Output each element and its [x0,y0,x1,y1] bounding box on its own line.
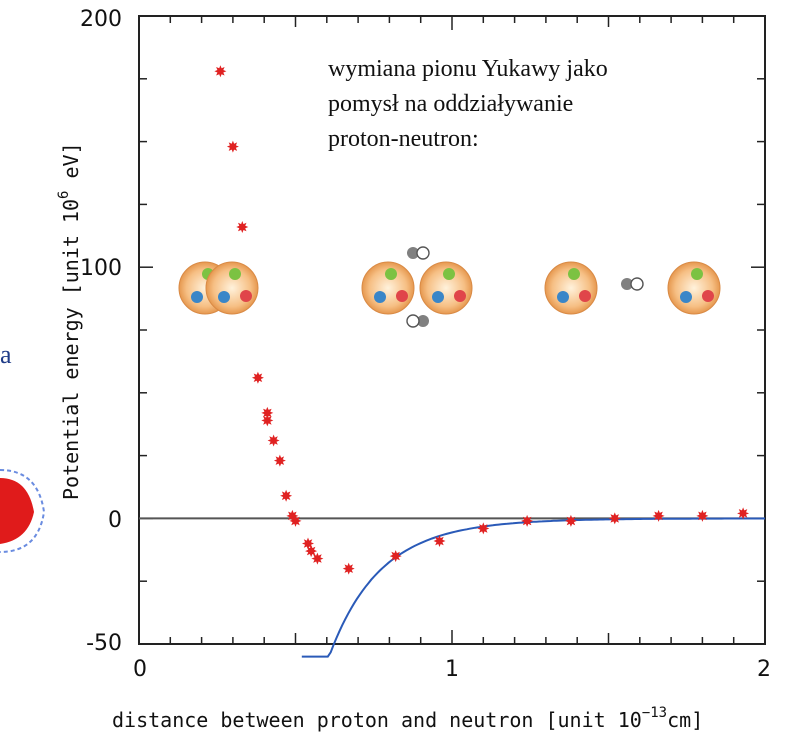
quark-blue [557,291,569,303]
data-point [389,550,402,563]
data-point [564,514,577,527]
quark-red [579,290,591,302]
x-axis-label-tail: cm] [667,708,703,732]
y-tick-label-minus50: -50 [86,631,122,656]
data-point [236,221,249,233]
axis-ticks [138,15,766,645]
y-tick-label-0: 0 [108,508,122,533]
data-point [342,562,355,575]
quark-green [568,268,580,280]
data-point [608,512,621,525]
x-tick-label-0: 0 [133,657,147,682]
quark-green [691,268,703,280]
data-point [251,371,264,384]
x-tick-label-1: 1 [445,657,459,682]
side-red-shape [0,469,46,553]
quark-red [454,290,466,302]
pion-top-dark [407,247,419,259]
pion-free-light [630,277,644,291]
yukawa-fit-curve [301,517,765,658]
side-text-fragment: a [0,340,12,369]
data-point [261,406,274,419]
quark-red [240,290,252,302]
x-tick-label-2: 2 [757,657,771,682]
data-point [214,65,227,78]
data-points [214,65,750,575]
data-point [652,509,665,522]
quark-red [702,290,714,302]
data-point [273,454,286,467]
pion-bottom-light [406,314,420,328]
y-axis-label: Potential energy [unit 106 eV] [56,142,83,500]
quark-green [229,268,241,280]
data-point [433,535,446,547]
annotation-line-2: pomysł na oddziaływanie [328,91,573,117]
data-point [261,414,274,427]
pion-free-dark [621,278,633,290]
data-point [280,489,293,502]
data-point [696,509,709,522]
nucleon-illustrations [178,246,721,328]
data-point [737,507,750,520]
pion-top-light [416,246,430,260]
y-tick-label-200: 200 [80,7,122,32]
data-point [305,545,318,558]
x-axis-label-main: distance between proton and neutron [uni… [112,708,642,732]
y-tick-label-100: 100 [80,256,122,281]
x-axis-label: distance between proton and neutron [uni… [112,705,703,732]
y-axis-label-main: Potential energy [unit 10 [59,199,83,500]
quark-green [385,268,397,280]
quark-blue [191,291,203,303]
data-point [311,552,324,565]
data-point [226,140,239,153]
quark-blue [680,291,692,303]
y-axis-label-tail: eV] [59,142,83,190]
quark-blue [374,291,386,303]
data-point [267,434,280,447]
quark-blue [432,291,444,303]
x-axis-label-exponent: −13 [642,705,667,721]
data-point [289,514,302,527]
annotation-line-3: proton-neutron: [328,126,479,152]
y-axis-label-exponent: 6 [56,191,72,199]
data-point [477,522,490,535]
quark-blue [218,291,230,303]
quark-green [443,268,455,280]
pion-bottom-dark [417,315,429,327]
quark-red [396,290,408,302]
annotation-line-1: wymiana pionu Yukawy jako [328,56,608,82]
data-point [521,514,534,527]
